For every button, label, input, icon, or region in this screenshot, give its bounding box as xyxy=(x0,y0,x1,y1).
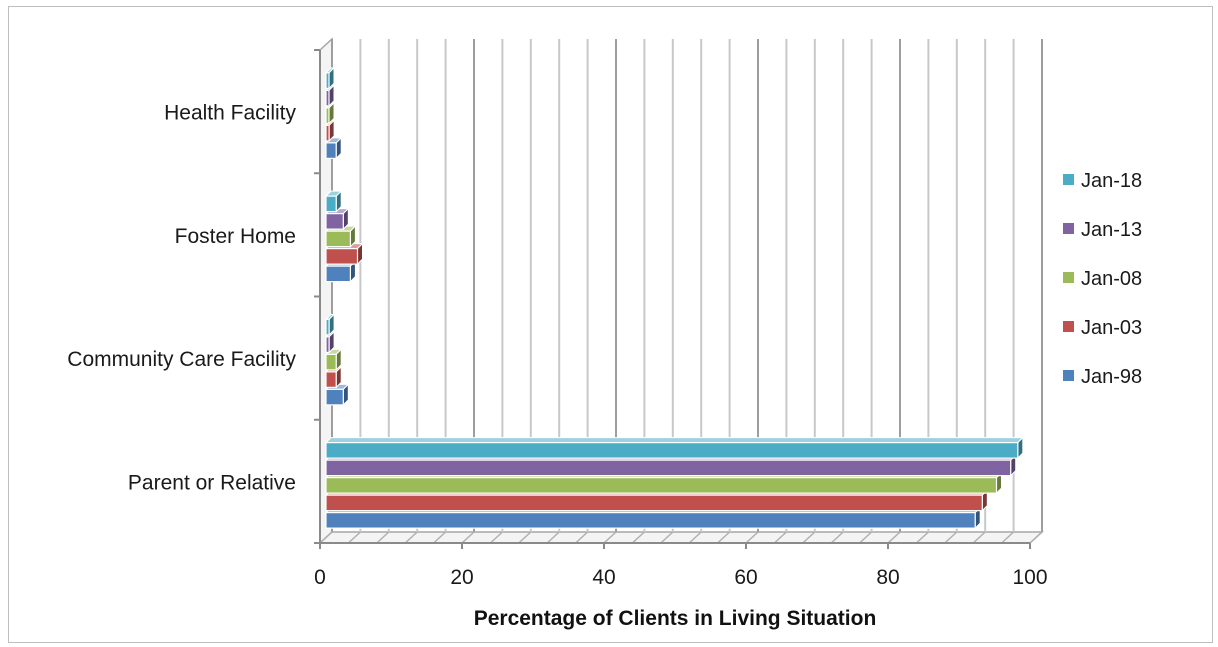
legend-label: Jan-13 xyxy=(1081,219,1142,241)
bar xyxy=(324,84,336,108)
bar xyxy=(324,224,357,248)
legend-label: Jan-08 xyxy=(1081,268,1142,290)
floor-gridline xyxy=(717,531,731,544)
legend-item: Jan-03 xyxy=(1063,317,1142,339)
bar-front xyxy=(325,213,344,230)
category-label: Health Facility xyxy=(164,102,296,125)
bar-front xyxy=(325,142,337,159)
floor-gridline xyxy=(887,531,901,544)
floor-gridline xyxy=(461,531,475,544)
floor-gridline xyxy=(802,531,816,544)
bar-top xyxy=(324,437,1025,444)
bar xyxy=(324,66,336,90)
category-label: Community Care Facility xyxy=(67,348,296,371)
tick-labels: 0 20 40 60 80 100 xyxy=(314,566,1047,589)
bar-front xyxy=(325,89,330,107)
bar-front xyxy=(325,442,1019,459)
legend-item: Jan-08 xyxy=(1063,268,1142,290)
floor-gridline xyxy=(433,531,447,544)
floor-gridline xyxy=(376,531,390,544)
legend-item: Jan-18 xyxy=(1063,170,1142,192)
bar-front xyxy=(325,371,337,388)
bar-front xyxy=(325,336,330,353)
bar-front xyxy=(325,248,359,265)
floor-gridline xyxy=(660,531,674,544)
legend-swatch xyxy=(1063,321,1074,332)
category-labels: Parent or Relative Community Care Facilit… xyxy=(67,102,296,495)
floor-gridline xyxy=(319,531,333,544)
floor-gridline xyxy=(1001,531,1015,544)
floor-gridline xyxy=(972,531,986,544)
bar-front xyxy=(325,353,337,371)
x-axis-title: Percentage of Clients in Living Situatio… xyxy=(474,607,877,630)
floor xyxy=(318,531,1044,544)
x-tick-label: 20 xyxy=(450,566,473,589)
bar xyxy=(324,189,343,213)
legend-swatch xyxy=(1063,272,1074,283)
floor-gridline xyxy=(944,531,958,544)
bar xyxy=(324,348,343,372)
bar xyxy=(324,330,336,354)
bar-front xyxy=(325,512,976,529)
floor-gridline xyxy=(830,531,844,544)
floor-gridline xyxy=(575,531,589,544)
x-tick-label: 80 xyxy=(876,566,899,589)
floor-gridline xyxy=(603,531,617,544)
axes xyxy=(314,49,1031,549)
floor-gridline xyxy=(631,531,645,544)
floor-gridline xyxy=(489,531,503,544)
x-tick-label: 40 xyxy=(592,566,615,589)
floor-gridline xyxy=(859,531,873,544)
bar-front xyxy=(325,459,1012,477)
bars xyxy=(324,66,1025,530)
legend-swatch xyxy=(1063,370,1074,381)
floor-gridline xyxy=(773,531,787,544)
floor-gridline xyxy=(688,531,702,544)
legend-swatch xyxy=(1063,223,1074,234)
legend-item: Jan-98 xyxy=(1063,366,1142,388)
x-tick-label: 100 xyxy=(1012,566,1047,589)
floor-gridline xyxy=(745,531,759,544)
bar-front xyxy=(325,477,998,494)
legend-label: Jan-03 xyxy=(1081,317,1142,339)
bar xyxy=(324,101,336,125)
legend-label: Jan-98 xyxy=(1081,366,1142,388)
legend: Jan-18 Jan-13 Jan-08 Jan-03 Jan-98 xyxy=(1063,170,1142,388)
bar-front xyxy=(325,124,330,142)
bar-front xyxy=(325,230,351,248)
legend-swatch xyxy=(1063,174,1074,185)
category-label: Foster Home xyxy=(175,225,296,248)
bar-front xyxy=(325,72,330,89)
floor-gridline xyxy=(518,531,532,544)
bar-front xyxy=(325,388,344,406)
bar xyxy=(324,313,336,337)
floor-gridline xyxy=(546,531,560,544)
legend-item: Jan-13 xyxy=(1063,219,1142,241)
bar-front xyxy=(325,318,330,336)
x-tick-label: 0 xyxy=(314,566,326,589)
category-label: Parent or Relative xyxy=(128,471,296,494)
bar-front xyxy=(325,265,351,283)
bar xyxy=(324,383,350,407)
bar-front xyxy=(325,107,330,124)
floor-gridline xyxy=(1029,531,1043,544)
bar xyxy=(324,436,1025,460)
floor-gridline xyxy=(347,531,361,544)
floor-gridline xyxy=(404,531,418,544)
x-tick-label: 60 xyxy=(734,566,757,589)
floor-gridline xyxy=(915,531,929,544)
legend-label: Jan-18 xyxy=(1081,170,1142,192)
bar-front xyxy=(325,195,337,213)
back-wall xyxy=(332,39,1042,532)
bar-front xyxy=(325,494,983,512)
